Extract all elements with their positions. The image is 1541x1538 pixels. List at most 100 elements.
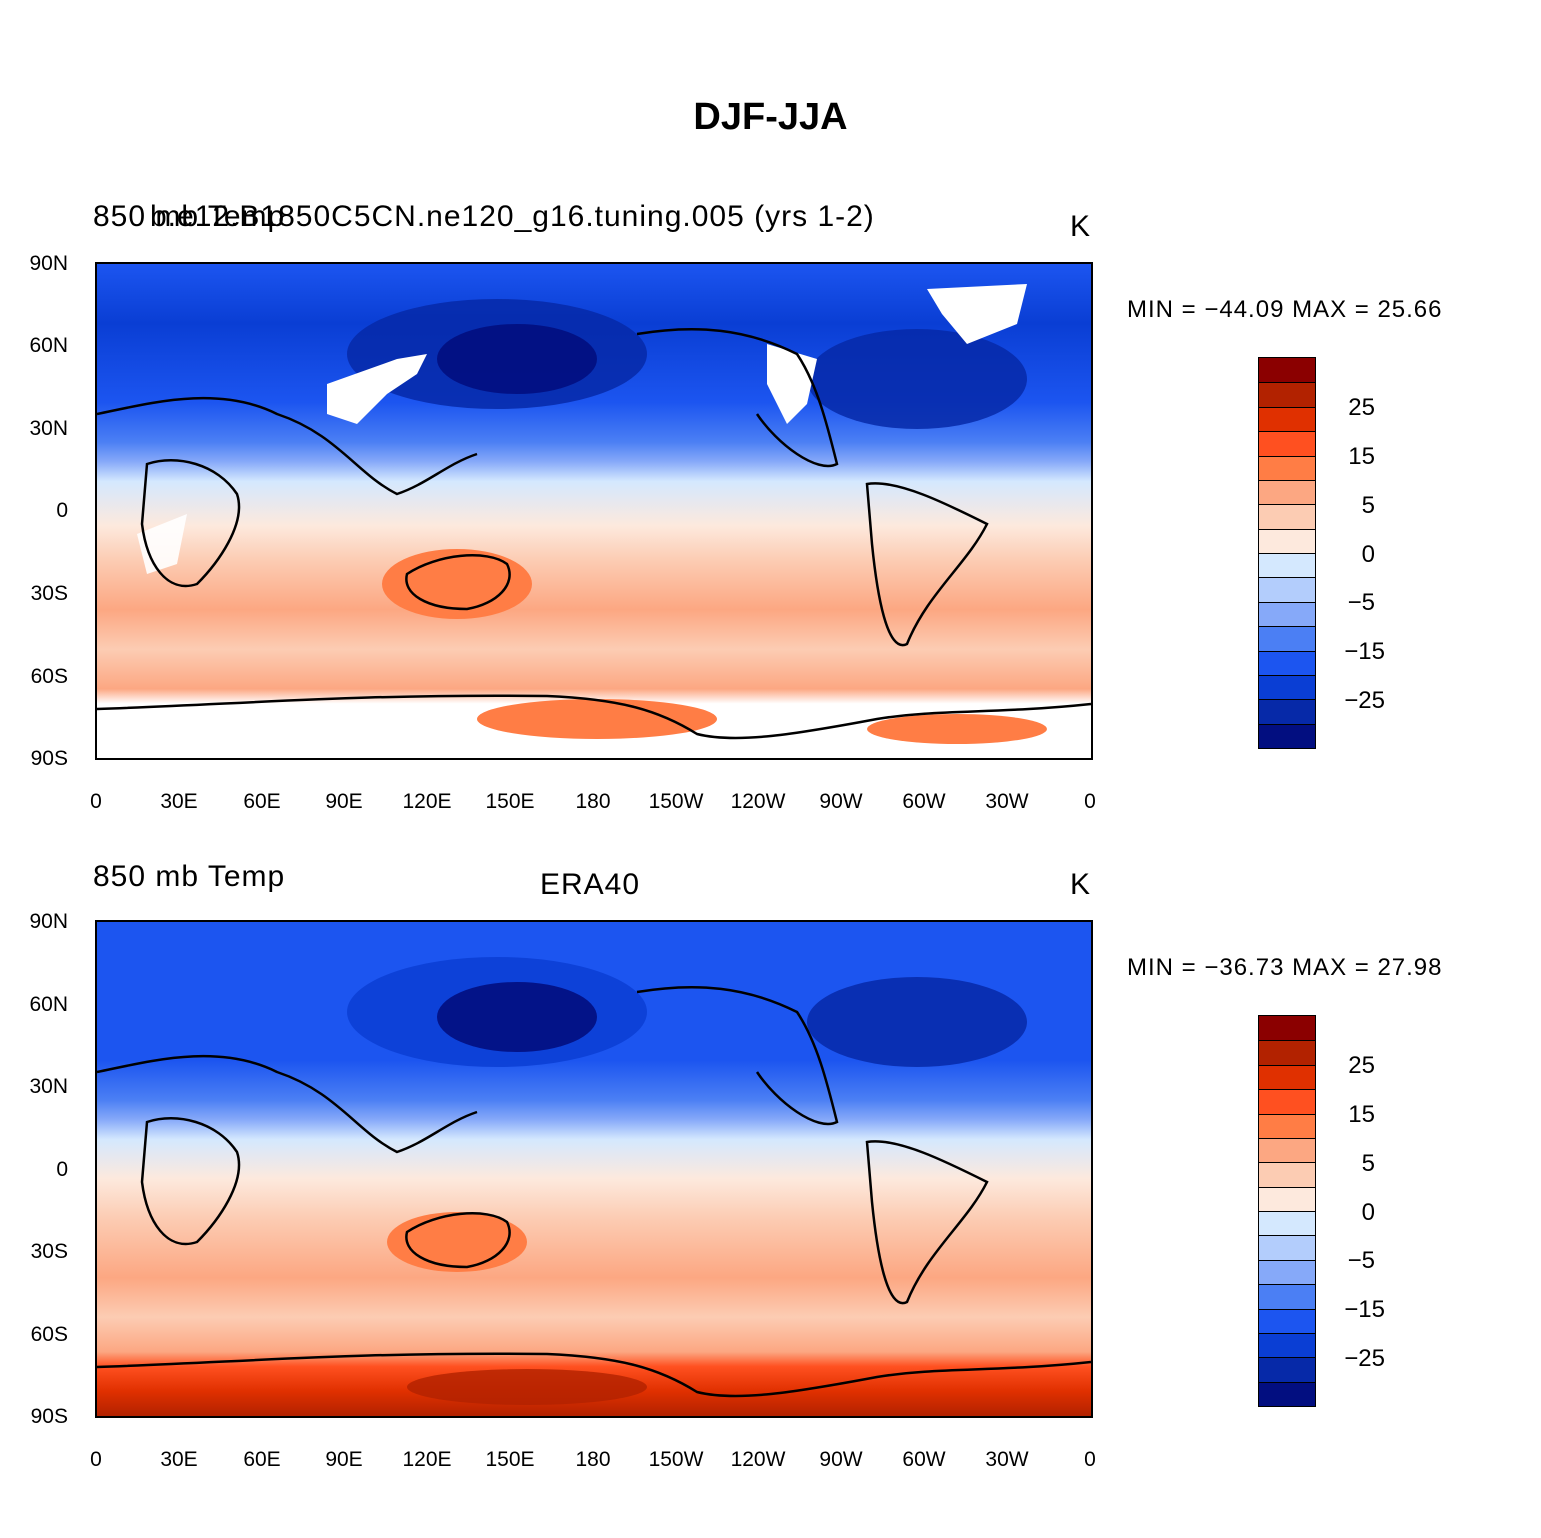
- min-max-readout: MIN = −36.73 MAX = 27.98: [1127, 954, 1443, 981]
- lon-tick: 90E: [325, 790, 363, 813]
- lat-tick: 60N: [29, 334, 68, 357]
- colorbar-cell: [1259, 699, 1315, 724]
- figure-title: DJF-JJA: [693, 96, 848, 138]
- lon-tick: 30W: [985, 790, 1029, 813]
- colorbar-label: −15: [1344, 1296, 1385, 1323]
- colorbar-cell: [1259, 1235, 1315, 1260]
- lat-tick: 90N: [29, 910, 68, 933]
- colorbar-cell: [1259, 650, 1315, 675]
- lon-tick: 30W: [985, 1448, 1029, 1471]
- lon-tick: 60E: [243, 790, 281, 813]
- colorbar-cell: [1259, 1211, 1315, 1236]
- panel-left-label: 850 mb Temp: [93, 860, 286, 893]
- panel-center-label: b.e12.B1850C5CN.ne120_g16.tuning.005 (yr…: [150, 200, 875, 233]
- colorbar: [1258, 1015, 1316, 1407]
- colorbar-label: −5: [1347, 589, 1375, 616]
- lat-tick: 90S: [30, 747, 68, 770]
- temperature-field-map: [97, 264, 1091, 758]
- lon-tick: 180: [575, 790, 611, 813]
- lon-tick: 150E: [485, 790, 535, 813]
- map-plot: [95, 262, 1093, 760]
- colorbar-label: 25: [1348, 394, 1375, 421]
- colorbar-cell: [1259, 455, 1315, 480]
- colorbar-cell: [1259, 382, 1315, 407]
- lon-tick: 120E: [402, 1448, 452, 1471]
- colorbar-cell: [1259, 1381, 1315, 1406]
- lat-tick: 30S: [30, 582, 68, 605]
- lon-tick: 90W: [819, 1448, 863, 1471]
- colorbar-cell: [1259, 1064, 1315, 1090]
- colorbar-cell: [1259, 1089, 1315, 1114]
- colorbar-cell: [1259, 1113, 1315, 1138]
- colorbar-label: 25: [1348, 1052, 1375, 1079]
- colorbar-label: −25: [1344, 1345, 1385, 1372]
- lon-tick: 60W: [902, 790, 946, 813]
- colorbar-cell: [1259, 1016, 1315, 1041]
- lon-tick: 0: [1084, 1448, 1096, 1471]
- panel-units: K: [1070, 868, 1092, 901]
- lon-tick: 120W: [730, 790, 786, 813]
- colorbar-cell: [1259, 1284, 1315, 1309]
- lon-tick: 90E: [325, 1448, 363, 1471]
- lat-tick: 30S: [30, 1240, 68, 1263]
- lat-tick: 90N: [29, 252, 68, 275]
- colorbar-cell: [1259, 1308, 1315, 1333]
- colorbar-cell: [1259, 504, 1315, 529]
- colorbar-cell: [1259, 674, 1315, 700]
- lon-tick: 150W: [648, 1448, 704, 1471]
- lon-tick: 30E: [160, 790, 198, 813]
- lon-tick: 120W: [730, 1448, 786, 1471]
- map-plot: [95, 920, 1093, 1418]
- colorbar-cell: [1259, 1357, 1315, 1382]
- lat-tick: 60S: [30, 665, 68, 688]
- panel-center-label: ERA40: [540, 868, 641, 901]
- temperature-field-map: [97, 922, 1091, 1416]
- colorbar-label: 15: [1348, 1101, 1375, 1128]
- colorbar-label: −5: [1347, 1247, 1375, 1274]
- colorbar-label: 15: [1348, 443, 1375, 470]
- lat-tick: 30N: [29, 417, 68, 440]
- colorbar-cell: [1259, 1259, 1315, 1285]
- colorbar-label: 5: [1361, 1150, 1375, 1177]
- lon-tick: 120E: [402, 790, 452, 813]
- lat-tick: 30N: [29, 1075, 68, 1098]
- colorbar-cell: [1259, 479, 1315, 505]
- colorbar-cell: [1259, 577, 1315, 602]
- lat-tick: 0: [56, 1158, 68, 1181]
- lat-tick: 60S: [30, 1323, 68, 1346]
- colorbar-cell: [1259, 553, 1315, 578]
- colorbar-label: 0: [1361, 1199, 1375, 1226]
- colorbar-cell: [1259, 1162, 1315, 1187]
- lon-tick: 150E: [485, 1448, 535, 1471]
- lat-tick: 90S: [30, 1405, 68, 1428]
- colorbar-cell: [1259, 431, 1315, 456]
- lat-tick: 60N: [29, 993, 68, 1016]
- lat-tick: 0: [56, 499, 68, 522]
- colorbar-cell: [1259, 601, 1315, 627]
- lon-tick: 90W: [819, 790, 863, 813]
- colorbar-label: −15: [1344, 638, 1385, 665]
- colorbar-label: −25: [1344, 687, 1385, 714]
- lon-tick: 60W: [902, 1448, 946, 1471]
- panel-left-label: 850 mb Temp: [93, 200, 286, 233]
- colorbar-cell: [1259, 406, 1315, 432]
- lon-tick: 0: [90, 1448, 102, 1471]
- lon-tick: 30E: [160, 1448, 198, 1471]
- colorbar-cell: [1259, 626, 1315, 651]
- colorbar-label: 5: [1361, 492, 1375, 519]
- colorbar-cell: [1259, 1332, 1315, 1358]
- lon-tick: 180: [575, 1448, 611, 1471]
- lon-tick: 0: [90, 790, 102, 813]
- colorbar-cell: [1259, 358, 1315, 383]
- colorbar-label: 0: [1361, 541, 1375, 568]
- colorbar-cell: [1259, 1040, 1315, 1065]
- min-max-readout: MIN = −44.09 MAX = 25.66: [1127, 296, 1443, 323]
- colorbar-cell: [1259, 1137, 1315, 1163]
- colorbar-cell: [1259, 1186, 1315, 1211]
- colorbar-cell: [1259, 723, 1315, 748]
- panel-units: K: [1070, 210, 1092, 243]
- lon-tick: 150W: [648, 790, 704, 813]
- lon-tick: 60E: [243, 1448, 281, 1471]
- lon-tick: 0: [1084, 790, 1096, 813]
- colorbar: [1258, 357, 1316, 749]
